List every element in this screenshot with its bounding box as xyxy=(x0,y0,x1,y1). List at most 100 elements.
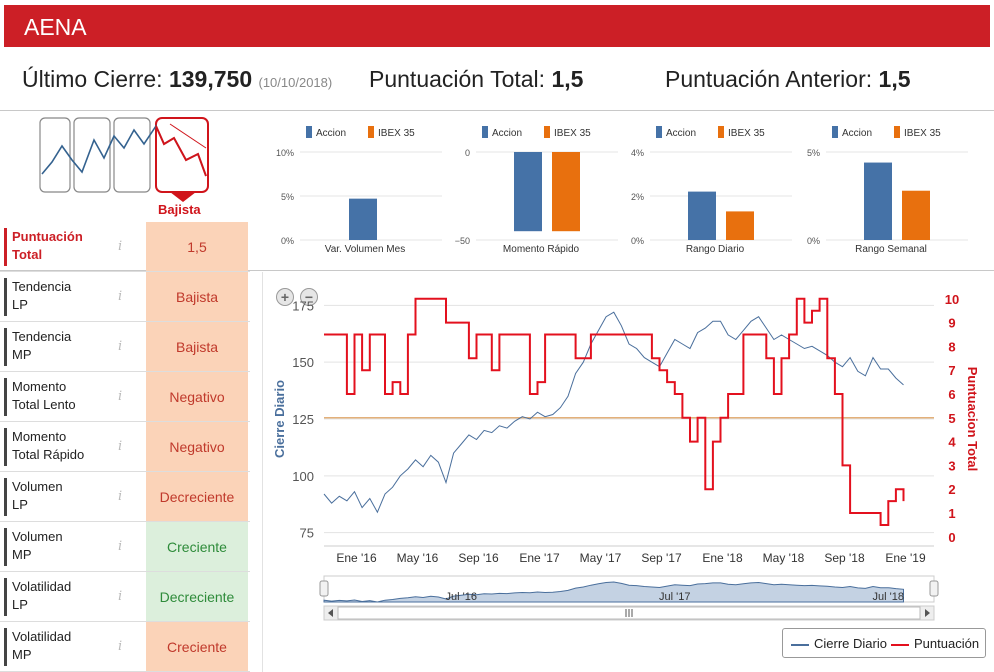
table-row: Volatilidad LP i Decreciente xyxy=(0,572,250,622)
legend-swatch-icon xyxy=(482,126,488,138)
legend-entry[interactable]: IBEX 35 xyxy=(728,128,765,139)
legend-swatch-icon xyxy=(894,126,900,138)
info-icon[interactable]: i xyxy=(118,389,123,404)
tick-label: Sep '17 xyxy=(641,551,682,565)
table-row: Puntuación Total i 1,5 xyxy=(0,222,250,272)
tick-label: 1 xyxy=(948,506,955,521)
mini-chart-volumen: Accion IBEX 35 0% 5% 10% Var. Volumen Mes xyxy=(270,120,450,260)
info-icon[interactable]: i xyxy=(118,339,123,354)
legend-entry[interactable]: Accion xyxy=(316,128,346,139)
tick-label: 125 xyxy=(292,412,314,427)
legend-entry[interactable]: Accion xyxy=(666,128,696,139)
info-icon[interactable]: i xyxy=(118,489,123,504)
navigator-handle[interactable] xyxy=(319,580,329,597)
row-label: Volumen LP xyxy=(4,478,114,516)
legend-entry[interactable]: IBEX 35 xyxy=(904,128,941,139)
bar[interactable] xyxy=(514,152,542,232)
table-row: Tendencia MP i Bajista xyxy=(0,322,250,372)
legend-item-score[interactable]: Puntuación xyxy=(891,636,979,651)
tick-label: 5% xyxy=(281,192,294,202)
score-table: Puntuación Total i 1,5 Tendencia LP i Baji… xyxy=(0,222,250,672)
tick-label: 5 xyxy=(948,411,955,426)
row-value: Decreciente xyxy=(146,472,248,521)
mini-chart-rango-semanal: Accion IBEX 35 0% 5% Rango Semanal xyxy=(796,120,976,260)
scroll-left-icon[interactable] xyxy=(328,609,333,617)
row-value: Creciente xyxy=(146,622,248,671)
last-close-label: Último Cierre: xyxy=(22,66,163,92)
tick-label: 10% xyxy=(276,148,294,158)
navigator-label: Jul '17 xyxy=(659,591,690,603)
bar[interactable] xyxy=(902,190,930,240)
table-row: Tendencia LP i Bajista xyxy=(0,272,250,322)
page-title: AENA xyxy=(24,14,87,40)
zoom-in-button[interactable]: + xyxy=(276,288,294,306)
info-icon[interactable]: i xyxy=(118,439,123,454)
legend-entry[interactable]: Accion xyxy=(842,128,872,139)
tick-label: Sep '18 xyxy=(824,551,865,565)
total-score: Puntuación Total: 1,5 xyxy=(369,66,583,93)
info-icon[interactable]: i xyxy=(118,639,123,654)
navigator-handle[interactable] xyxy=(929,580,939,597)
tick-label: 75 xyxy=(300,526,314,541)
info-icon[interactable]: i xyxy=(118,539,123,554)
main-chart: 75 100 125 150 175 0 1 2 3 4 5 6 7 8 9 10 Cierre Diario P… xyxy=(272,292,980,621)
row-label: Momento Total Lento xyxy=(4,378,114,416)
tick-label: 4 xyxy=(948,435,956,450)
tick-label: Sep '16 xyxy=(458,551,499,565)
bar[interactable] xyxy=(552,152,580,232)
info-icon[interactable]: i xyxy=(118,589,123,604)
row-label: Momento Total Rápido xyxy=(4,428,114,466)
mini-chart-svg: Accion IBEX 35 0% 5% Rango Semanal xyxy=(807,126,968,255)
tick-label: 0% xyxy=(631,236,644,246)
mini-chart-rango-diario: Accion IBEX 35 0% 2% 4% Rango Diario xyxy=(620,120,800,260)
chart-title: Var. Volumen Mes xyxy=(325,244,405,255)
row-label: Tendencia MP xyxy=(4,328,114,366)
tick-label: −50 xyxy=(455,236,470,246)
last-close: Último Cierre: 139,750 (10/10/2018) xyxy=(22,66,332,93)
previous-score-label: Puntuación Anterior: xyxy=(665,66,873,92)
chart-legend: Cierre Diario Puntuación xyxy=(782,628,986,658)
tick-label: May '18 xyxy=(763,551,805,565)
series-line-price[interactable] xyxy=(323,311,904,514)
tick-label: 7 xyxy=(948,363,955,378)
mini-chart-svg: Accion IBEX 35 0% 5% 10% Var. Volumen Mes xyxy=(276,126,442,255)
scroll-right-icon[interactable] xyxy=(925,609,930,617)
bar[interactable] xyxy=(349,198,377,240)
tick-label: 3 xyxy=(948,458,955,473)
series-line-score[interactable] xyxy=(324,297,905,526)
legend-swatch-icon xyxy=(306,126,312,138)
mini-chart-svg: Accion IBEX 35 −50 0 Momento Rápido xyxy=(455,126,618,255)
tick-label: May '16 xyxy=(397,551,439,565)
bar[interactable] xyxy=(864,162,892,240)
tick-label: May '17 xyxy=(580,551,622,565)
tick-label: 2 xyxy=(948,482,955,497)
divider xyxy=(262,272,263,672)
chart-title: Momento Rápido xyxy=(503,244,580,255)
chart-title: Rango Semanal xyxy=(855,244,927,255)
total-score-label: Puntuación Total: xyxy=(369,66,546,92)
header-banner: AENA xyxy=(4,5,990,47)
last-close-value: 139,750 xyxy=(168,66,253,92)
row-value: Negativo xyxy=(146,372,248,421)
tick-label: Ene '19 xyxy=(885,551,926,565)
row-value: Bajista xyxy=(146,272,248,321)
y-axis-title-right: Puntuacion Total xyxy=(965,367,980,471)
legend-entry[interactable]: IBEX 35 xyxy=(554,128,591,139)
legend-entry[interactable]: IBEX 35 xyxy=(378,128,415,139)
previous-score: Puntuación Anterior: 1,5 xyxy=(665,66,911,93)
tick-label: 0 xyxy=(465,148,470,158)
legend-entry[interactable]: Accion xyxy=(492,128,522,139)
bar[interactable] xyxy=(688,191,716,240)
row-label: Volumen MP xyxy=(4,528,114,566)
navigator-area xyxy=(323,581,904,603)
legend-swatch-icon xyxy=(832,126,838,138)
bar[interactable] xyxy=(726,211,754,240)
table-row: Momento Total Lento i Negativo xyxy=(0,372,250,422)
table-row: Volumen LP i Decreciente xyxy=(0,472,250,522)
info-icon[interactable]: i xyxy=(118,289,123,304)
legend-item-price[interactable]: Cierre Diario xyxy=(791,636,887,651)
zoom-out-button[interactable]: − xyxy=(300,288,318,306)
info-icon[interactable]: i xyxy=(118,239,123,254)
total-score-value: 1,5 xyxy=(551,66,584,92)
row-value: Negativo xyxy=(146,422,248,471)
